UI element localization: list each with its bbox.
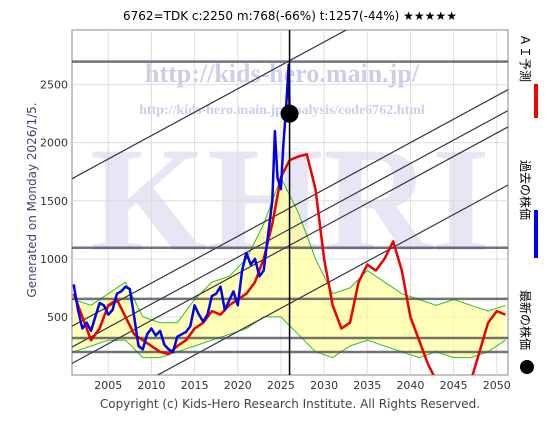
x-tick-label: 2005 xyxy=(94,379,122,392)
series-line xyxy=(72,63,291,354)
x-tick-label: 2030 xyxy=(310,379,338,392)
legend-swatch xyxy=(520,360,534,374)
side-label: Generated on Monday 2026/1/5. xyxy=(25,102,39,297)
chart-title: 6762=TDK c:2250 m:768(-66%) t:1257(-44%)… xyxy=(123,9,457,23)
legend-label: ＡＩ予測 xyxy=(518,34,532,82)
x-tick-label: 2050 xyxy=(483,379,511,392)
x-tick-label: 2035 xyxy=(353,379,381,392)
latest-dot xyxy=(280,104,299,123)
y-tick-label: 2500 xyxy=(40,79,68,92)
x-tick-label: 2020 xyxy=(224,379,252,392)
y-tick-label: 1500 xyxy=(40,195,68,208)
y-tick-label: 500 xyxy=(47,311,68,324)
y-tick-label: 2000 xyxy=(40,137,68,150)
legend-label: 過去の株価 xyxy=(518,160,533,220)
watermark: http://kids-hero.main.jp/ xyxy=(145,59,420,88)
series-line xyxy=(72,153,506,375)
legend-label: 最新の株価 xyxy=(518,290,533,350)
plot: KHRIhttp://kids-hero.main.jp/http://kids… xyxy=(72,30,508,375)
x-tick-label: 2040 xyxy=(396,379,424,392)
y-tick-label: 1000 xyxy=(40,253,68,266)
x-tick-label: 2025 xyxy=(267,379,295,392)
x-tick-label: 2045 xyxy=(440,379,468,392)
footer: Copyright (c) Kids-Hero Research Institu… xyxy=(100,397,480,411)
x-tick-label: 2010 xyxy=(137,379,165,392)
x-tick-label: 2015 xyxy=(181,379,209,392)
